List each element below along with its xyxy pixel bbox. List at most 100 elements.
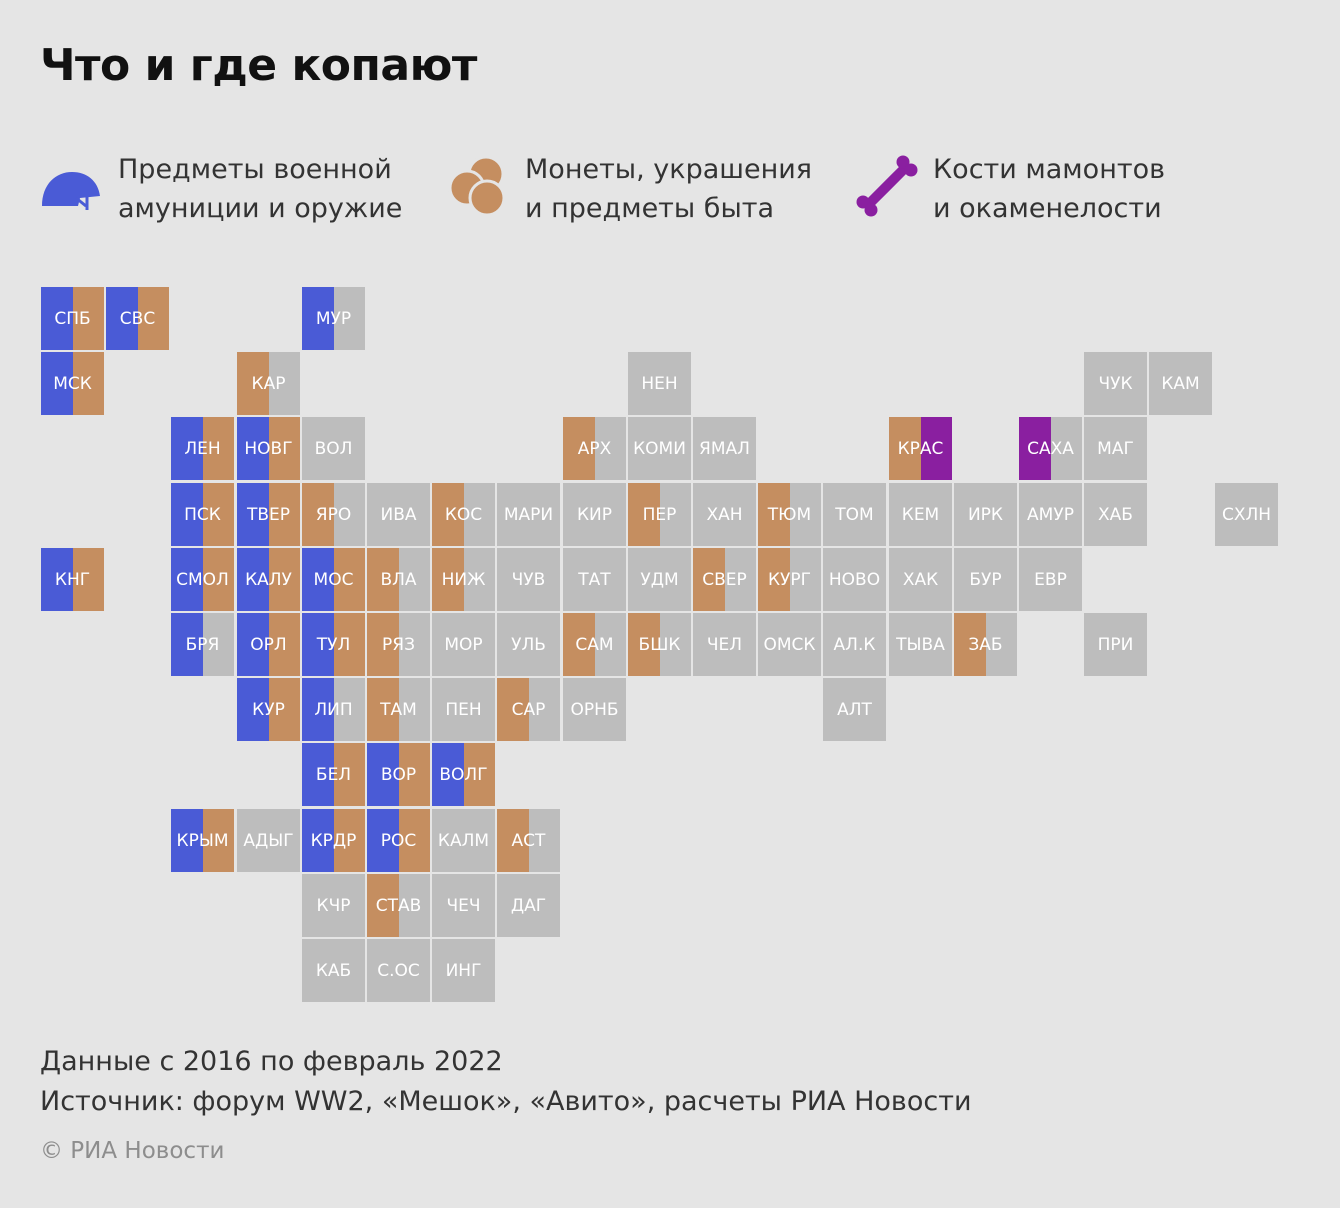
region-right-half	[528, 548, 560, 611]
region-tile: ВОЛ	[302, 417, 365, 480]
region-left-half	[497, 678, 529, 741]
region-left-half	[758, 613, 790, 676]
region-left-half	[693, 483, 725, 546]
region-right-half	[1115, 352, 1147, 415]
region-tile: КАМ	[1149, 352, 1212, 415]
legend-military-line1: Предметы военной	[118, 154, 392, 185]
region-right-half	[854, 548, 886, 611]
region-code: ОМСК	[763, 634, 816, 655]
region-left-half	[171, 548, 203, 611]
region-right-half	[594, 417, 626, 480]
region-code: ХАН	[706, 504, 743, 525]
region-right-half	[1115, 483, 1147, 546]
region-left-half	[367, 613, 399, 676]
region-code: САР	[511, 699, 546, 720]
region-code: ЕВР	[1034, 569, 1067, 590]
region-code: АДЫГ	[243, 830, 294, 851]
region-code: ОРЛ	[250, 634, 287, 655]
region-tile: ХАК	[889, 548, 952, 611]
region-code: ЗАБ	[968, 634, 1003, 655]
region-left-half	[171, 417, 203, 480]
region-code: ТОМ	[835, 504, 874, 525]
region-left-half	[889, 417, 921, 480]
region-right-half	[333, 743, 365, 806]
region-right-half	[528, 809, 560, 872]
region-code: МУР	[315, 308, 352, 329]
region-right-half	[659, 417, 691, 480]
region-tile: МУР	[302, 287, 365, 350]
region-left-half	[693, 613, 725, 676]
region-left-half	[106, 287, 138, 350]
region-left-half	[628, 352, 660, 415]
region-code: КАМ	[1161, 373, 1200, 394]
region-code: РЯЗ	[382, 634, 415, 655]
region-right-half	[1050, 548, 1082, 611]
region-right-half	[398, 743, 430, 806]
region-code: ПЕР	[642, 504, 677, 525]
region-left-half	[693, 417, 725, 480]
region-left-half	[237, 352, 269, 415]
region-right-half	[854, 613, 886, 676]
region-code: КЧР	[316, 895, 351, 916]
region-right-half	[202, 483, 234, 546]
bone-icon	[855, 154, 919, 218]
region-tile: КАЛМ	[432, 809, 495, 872]
region-right-half	[333, 678, 365, 741]
region-tile: МСК	[41, 352, 104, 415]
region-right-half	[594, 548, 626, 611]
region-code: КАР	[251, 373, 286, 394]
region-left-half	[1084, 417, 1116, 480]
region-left-half	[171, 483, 203, 546]
region-left-half	[432, 483, 464, 546]
region-left-half	[302, 483, 334, 546]
region-right-half	[920, 483, 952, 546]
region-tile: ЧЕЛ	[693, 613, 756, 676]
region-code: ВОЛГ	[439, 764, 488, 785]
region-code: БШК	[638, 634, 681, 655]
region-code: СПБ	[54, 308, 91, 329]
region-tile: КУР	[237, 678, 300, 741]
region-code: КУРГ	[767, 569, 812, 590]
region-left-half	[432, 613, 464, 676]
region-tile: КАБ	[302, 939, 365, 1002]
region-right-half	[985, 548, 1017, 611]
region-right-half	[659, 613, 691, 676]
region-right-half	[398, 548, 430, 611]
region-tile: ПСК	[171, 483, 234, 546]
region-right-half	[398, 483, 430, 546]
region-code: ВОР	[380, 764, 417, 785]
region-tile: КНГ	[41, 548, 104, 611]
region-code: УЛЬ	[511, 634, 546, 655]
region-tile: ИРК	[954, 483, 1017, 546]
region-right-half	[724, 417, 756, 480]
region-left-half	[1084, 483, 1116, 546]
region-left-half	[302, 874, 334, 937]
region-tile: МАРИ	[497, 483, 560, 546]
region-right-half	[1050, 483, 1082, 546]
region-code: ЛИП	[314, 699, 353, 720]
page-title: Что и где копают	[40, 40, 477, 91]
region-tile: ОРЛ	[237, 613, 300, 676]
region-right-half	[1115, 417, 1147, 480]
region-left-half	[432, 809, 464, 872]
region-tile: КОС	[432, 483, 495, 546]
region-right-half	[594, 613, 626, 676]
region-tile: СПБ	[41, 287, 104, 350]
region-tile: АРХ	[563, 417, 626, 480]
region-code: НЕН	[641, 373, 678, 394]
region-left-half	[302, 548, 334, 611]
region-right-half	[985, 613, 1017, 676]
region-tile: КЕМ	[889, 483, 952, 546]
legend-bones-line1: Кости мамонтов	[933, 154, 1166, 185]
region-left-half	[237, 678, 269, 741]
region-tile: КЧР	[302, 874, 365, 937]
region-left-half	[237, 809, 269, 872]
region-tile: ТАМ	[367, 678, 430, 741]
region-right-half	[528, 483, 560, 546]
region-code: КОС	[444, 504, 483, 525]
region-left-half	[823, 483, 855, 546]
region-right-half	[659, 483, 691, 546]
region-left-half	[302, 939, 334, 1002]
region-tile: ТОМ	[823, 483, 886, 546]
region-right-half	[920, 613, 952, 676]
